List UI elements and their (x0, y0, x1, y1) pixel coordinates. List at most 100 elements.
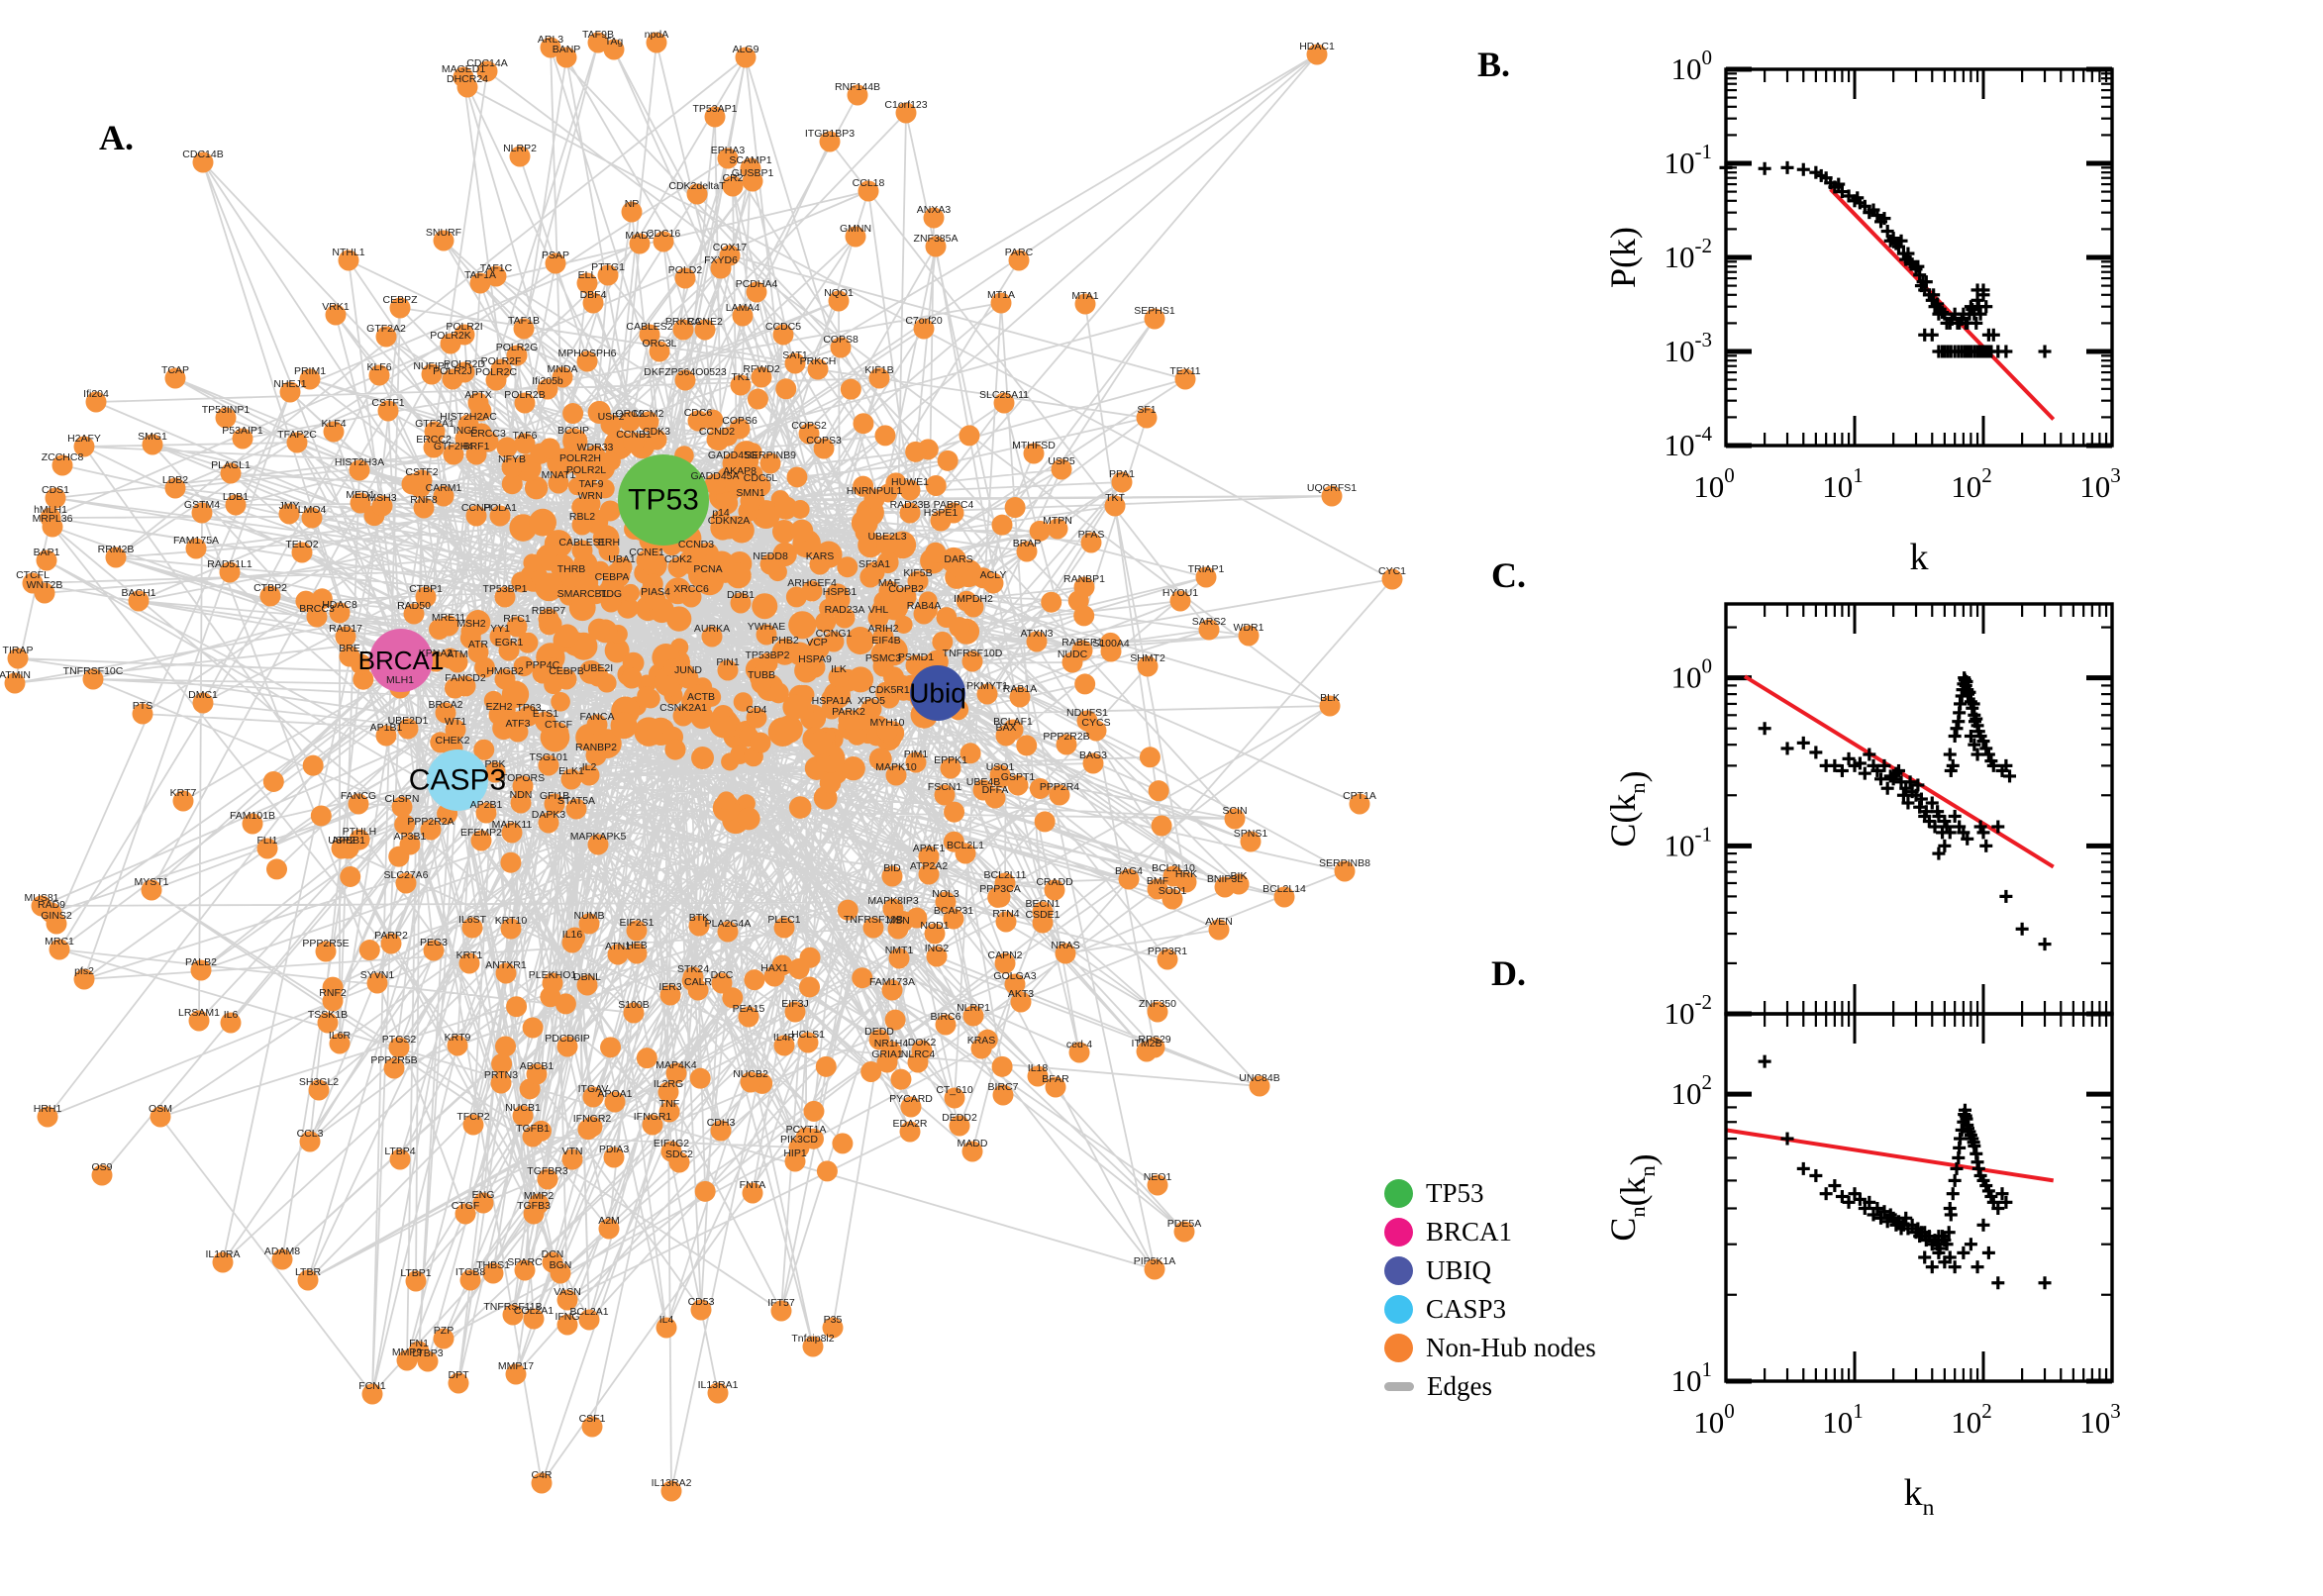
network-node-label: BFAR (1042, 1073, 1069, 1085)
network-node-label: RAB4A (907, 600, 941, 612)
network-node-label: CD53 (688, 1296, 715, 1308)
network-node (1144, 1037, 1165, 1058)
network-node-label: FANCA (579, 711, 614, 723)
network-node (637, 686, 656, 706)
network-node (532, 662, 554, 684)
network-node-label: DEDD2 (942, 1112, 977, 1124)
network-node (271, 1248, 293, 1270)
network-node-label: NUCB2 (733, 1068, 768, 1080)
network-node-label: KLF4 (321, 418, 346, 430)
network-node (878, 580, 900, 602)
network-node-label: CSTF1 (371, 397, 404, 409)
network-node (771, 520, 796, 544)
network-node (722, 987, 744, 1009)
network-node (514, 392, 536, 414)
network-node-label: KLF6 (366, 361, 391, 373)
network-node-label: TAF1C (480, 262, 513, 274)
network-node-label: TAg (605, 36, 624, 48)
network-node-label: MPHOSPH6 (558, 348, 617, 359)
x-tick-label: 103 (2079, 463, 2121, 504)
network-node (560, 566, 582, 588)
network-node (420, 819, 442, 841)
network-node (562, 428, 584, 449)
network-node-label: CCNG1 (816, 628, 853, 640)
network-node (697, 566, 719, 588)
network-node (506, 616, 528, 638)
network-node-label: CCND3 (678, 539, 714, 550)
network-node (587, 32, 609, 53)
network-node-label: PALB2 (185, 956, 217, 968)
network-node (582, 292, 604, 314)
network-node (786, 466, 808, 488)
network-node (473, 739, 495, 760)
network-node (498, 640, 520, 661)
network-node (868, 367, 890, 389)
node-swatch-icon (1384, 1256, 1413, 1285)
network-node-label: VHL (868, 604, 889, 616)
network-node (514, 1259, 536, 1281)
network-node (91, 1164, 113, 1186)
network-node-label: TNFRSF11B (483, 1301, 542, 1313)
network-node (721, 752, 740, 771)
network-node-label: POLR2H (559, 452, 601, 464)
network-node-label: CEBPB (549, 665, 584, 677)
network-node-label: ERCC2 (416, 434, 452, 446)
network-node (423, 437, 445, 458)
network-node (881, 979, 903, 1001)
network-node (829, 589, 851, 611)
network-node-label: UBE4B (966, 776, 1000, 788)
network-node-label: RNF8 (410, 494, 438, 506)
network-node (556, 1314, 578, 1336)
network-node-label: TEX11 (1169, 365, 1200, 377)
network-node (259, 585, 281, 607)
network-node-label: WDR33 (577, 442, 614, 453)
network-node-label: ATMIN (0, 669, 31, 681)
network-node-label: TP53BP2 (746, 649, 790, 661)
network-node (784, 352, 806, 374)
network-node-label: IL13RA2 (652, 1477, 692, 1489)
network-node-label: SPNS1 (1234, 828, 1268, 840)
network-node (774, 638, 796, 659)
network-node-label: EGR1 (495, 637, 524, 648)
network-node-label: GOLGA3 (993, 970, 1036, 982)
network-node (788, 957, 810, 979)
network-node-label: Tnfaip8l2 (791, 1333, 834, 1345)
axis-ticks (1726, 1014, 2112, 1384)
hub-label-ubiq: Ubiq (909, 678, 966, 709)
network-node (744, 969, 765, 991)
y-tick-label: 10-4 (1665, 422, 1713, 462)
network-node-label: CDS1 (42, 484, 69, 496)
network-node-label: P53AIP1 (222, 425, 263, 437)
network-node-label: IL16 (562, 929, 583, 941)
network-node (1139, 747, 1161, 768)
network-node-label: THRB (557, 563, 586, 575)
network-node-label: PABPC4 (934, 499, 974, 511)
network-node (995, 725, 1017, 747)
network-node (740, 1071, 761, 1093)
node-swatch-icon (1384, 1334, 1413, 1362)
network-node-label: NUFIP1 (413, 360, 451, 372)
network-node-label: CT_610 (936, 1084, 973, 1096)
network-node-label: C1orf123 (884, 99, 927, 111)
network-node (885, 764, 907, 786)
network-node (1004, 973, 1026, 995)
network-node-label: IL6ST (458, 914, 487, 926)
network-node (1074, 673, 1096, 695)
network-node-label: FXYD6 (704, 254, 738, 266)
network-node-label: PPP2R2A (407, 816, 454, 828)
network-node-label: P35 (824, 1314, 843, 1326)
network-node (962, 1005, 984, 1027)
network-node-label: BGN (550, 1259, 572, 1271)
network-node (759, 553, 781, 575)
network-node (882, 898, 904, 920)
network-node (993, 392, 1015, 414)
network-node (433, 485, 454, 507)
network-node (212, 1251, 234, 1273)
network-node-label: SCIN (1222, 805, 1247, 817)
network-node-label: MAGED1 (442, 63, 486, 75)
network-node-label: CARM1 (426, 482, 462, 494)
network-node-label: RAD9 (38, 899, 65, 911)
network-node (667, 556, 689, 578)
network-node (743, 443, 762, 462)
network-node-label: TAF9B (582, 29, 614, 41)
